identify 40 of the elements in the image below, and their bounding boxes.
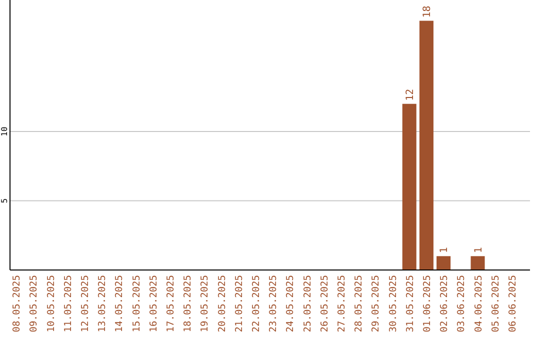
x-tick-label: 15.05.2025 <box>131 275 142 332</box>
x-tick-label: 04.06.2025 <box>473 275 484 332</box>
x-tick-label: 26.05.2025 <box>319 275 330 332</box>
x-tick-label: 01.06.2025 <box>422 275 433 332</box>
data-label: 12 <box>404 88 416 101</box>
x-tick-label: 18.05.2025 <box>182 275 194 332</box>
bar <box>470 256 485 270</box>
x-tick-label: 06.06.2025 <box>507 275 518 332</box>
x-tick-label: 16.05.2025 <box>148 275 160 332</box>
bar <box>419 20 434 270</box>
x-tick-label: 14.05.2025 <box>114 275 126 332</box>
x-tick-label: 03.06.2025 <box>456 275 468 332</box>
x-tick-label: 11.05.2025 <box>62 275 74 332</box>
x-tick-label: 25.05.2025 <box>302 275 314 332</box>
x-tick-label: 19.05.2025 <box>200 275 211 332</box>
bar <box>402 104 416 270</box>
x-tick-label: 17.05.2025 <box>165 275 176 332</box>
data-label: 1 <box>439 247 450 254</box>
data-label: 18 <box>422 6 433 18</box>
x-tick-label: 28.05.2025 <box>354 275 365 332</box>
y-tick-label: 10 <box>0 126 9 136</box>
x-tick-label: 13.05.2025 <box>97 275 108 332</box>
x-tick-label: 12.05.2025 <box>80 275 91 332</box>
x-tick-label: 09.05.2025 <box>28 275 40 332</box>
x-tick-label: 23.05.2025 <box>268 275 280 332</box>
x-tick-label: 30.05.2025 <box>388 275 399 332</box>
x-tick-label: 22.05.2025 <box>250 275 262 332</box>
x-tick-label: 02.06.2025 <box>439 275 450 332</box>
bar <box>436 256 451 270</box>
data-label: 1 <box>473 247 484 254</box>
x-tick-label: 27.05.2025 <box>336 275 348 332</box>
x-tick-label: 21.05.2025 <box>234 275 245 332</box>
y-tick-label: 5 <box>0 198 9 204</box>
x-tick-label: 08.05.2025 <box>12 275 23 332</box>
x-tick-label: 10.05.2025 <box>46 275 57 332</box>
x-tick-label: 20.05.2025 <box>216 275 228 332</box>
x-tick-label: 31.05.2025 <box>404 275 416 332</box>
x-tick-label: 29.05.2025 <box>370 275 382 332</box>
x-tick-label: 24.05.2025 <box>285 275 296 332</box>
x-tick-label: 05.06.2025 <box>490 275 502 332</box>
